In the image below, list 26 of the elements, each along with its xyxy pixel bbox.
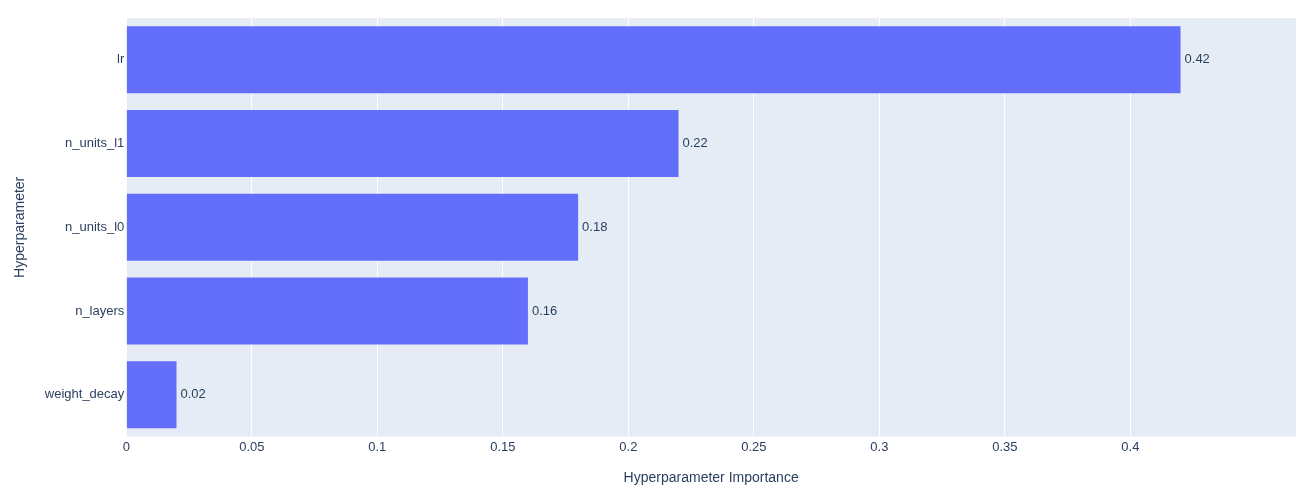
y-tick-label: lr xyxy=(117,51,125,67)
bar xyxy=(126,110,679,178)
x-tick-label: 0.05 xyxy=(239,438,265,454)
x-tick-label: 0.15 xyxy=(490,438,516,454)
y-tick-label: n_layers xyxy=(75,302,125,318)
bar xyxy=(126,193,579,261)
data-label: 0.16 xyxy=(531,302,558,318)
x-tick-label: 0.25 xyxy=(741,438,767,454)
x-tick-label: 0.4 xyxy=(1121,438,1140,454)
data-label: 0.42 xyxy=(1184,51,1210,67)
x-tick-label: 0.3 xyxy=(870,438,889,454)
bar xyxy=(126,26,1181,94)
x-tick-label: 0.1 xyxy=(368,438,387,454)
data-label: 0.18 xyxy=(582,218,608,234)
y-axis-title: Hyperparameter xyxy=(11,176,28,278)
y-tick-label: n_units_l0 xyxy=(65,218,125,234)
bar xyxy=(126,277,528,345)
x-axis-title: Hyperparameter Importance xyxy=(623,469,799,486)
data-label: 0.02 xyxy=(180,386,206,402)
x-tick-label: 0.2 xyxy=(619,438,638,454)
y-tick-label: n_units_l1 xyxy=(65,135,125,151)
x-tick-label: 0 xyxy=(122,438,130,454)
data-label: 0.22 xyxy=(682,135,708,151)
x-tick-label: 0.35 xyxy=(992,438,1018,454)
y-tick-label: weight_decay xyxy=(43,386,125,402)
bar xyxy=(126,361,177,429)
